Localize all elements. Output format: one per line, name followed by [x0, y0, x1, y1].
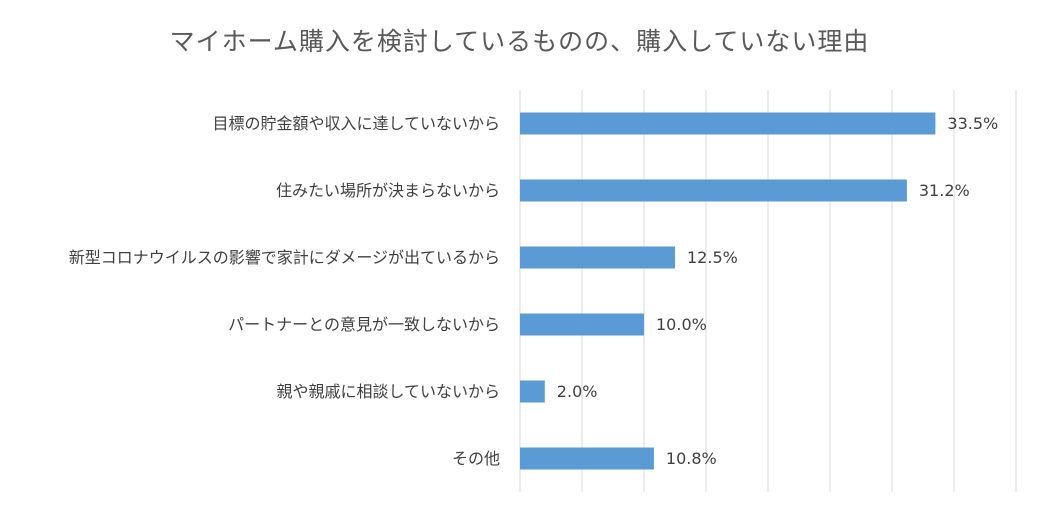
bar [520, 380, 545, 403]
category-label: その他 [451, 448, 500, 468]
bar [520, 447, 654, 470]
category-label: 新型コロナウイルスの影響で家計にダメージが出ているから [68, 247, 500, 267]
data-label: 10.0% [656, 315, 707, 334]
bar [520, 112, 936, 135]
data-label: 31.2% [919, 181, 970, 200]
bar [520, 179, 907, 202]
category-label: 住みたい場所が決まらないから [275, 180, 500, 200]
data-label: 12.5% [687, 248, 738, 267]
category-label: パートナーとの意見が一致しないから [228, 314, 500, 334]
bar [520, 313, 644, 336]
bar [520, 246, 675, 269]
category-label: 目標の貯金額や収入に達していないから [212, 113, 500, 133]
data-label: 2.0% [557, 382, 598, 401]
data-label: 10.8% [666, 449, 717, 468]
category-label: 親や親戚に相談していないから [276, 381, 500, 401]
chart-title: マイホーム購入を検討しているものの、購入していない理由 [169, 27, 870, 56]
data-label: 33.5% [947, 114, 998, 133]
